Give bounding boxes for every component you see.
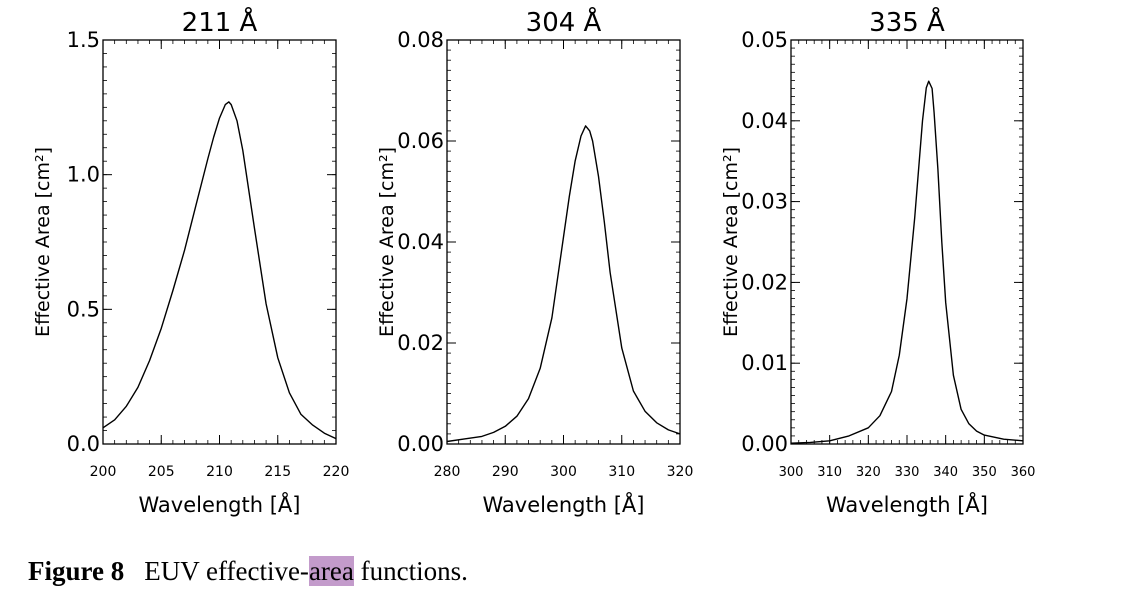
chart-1-x-tick-label: 215 [264,464,291,480]
chart-1-x-tick-label: 210 [206,464,233,480]
caption-highlight: area [308,556,354,586]
chart-2-x-axis-label: Wavelength [Å] [482,491,644,517]
chart-1-x-axis-label: Wavelength [Å] [138,491,300,517]
chart-3-x-tick-label: 320 [856,465,881,480]
chart-3-x-axis-label: Wavelength [Å] [826,491,988,517]
chart-1-series-line-1 [102,101,337,440]
chart-3-x-tick-label: 300 [779,465,804,480]
chart-3-y-tick-label: 0.05 [741,28,788,52]
chart-1-y-tick-label: 1.5 [67,28,100,52]
chart-3-x-tick-label: 310 [817,465,842,480]
chart-1-y-axis-label: Effective Area [cm²] [32,147,54,337]
chart-2-y-tick-label: 0.08 [397,28,444,52]
caption-text-after: functions. [353,556,468,586]
chart-1-x-tick-label: 205 [148,464,175,480]
chart-3-series-line-1 [790,80,1024,444]
chart-1-plot-frame [102,39,337,445]
chart-2-x-tick-label: 300 [550,464,577,480]
chart-2-plot-frame [446,39,681,445]
chart-1-y-tick-label: 1.0 [67,163,100,187]
chart-3-title: 335 Å [869,6,945,38]
chart-2-y-axis-label: Effective Area [cm²] [376,147,398,337]
caption-text-before: EUV effective- [144,556,309,586]
chart-1-y-tick-label: 0.5 [67,297,100,321]
chart-3-y-tick-label: 0.01 [741,351,788,375]
figure-caption: Figure 8 EUV effective-area functions. [28,556,468,587]
chart-1-y-tick-label: 0.0 [67,432,100,456]
figure-charts: 200 205 210 215 220 0.0 0.5 1.0 1.5 211 Å Waveleng… [32,6,1035,517]
chart-2-x-tick-label: 280 [434,464,461,480]
chart-1-title: 211 Å [182,6,258,38]
chart-3-x-tick-label: 350 [972,465,997,480]
chart-2-y-tick-label: 0.00 [397,432,444,456]
chart-3-x-tick-label: 360 [1011,465,1036,480]
chart-2-series-line-1 [446,125,681,443]
chart-2-y-tick-label: 0.04 [397,230,444,254]
chart-3-y-tick-label: 0.02 [741,270,788,294]
chart-1-x-tick-label: 200 [90,464,117,480]
chart-2-x-tick-label: 320 [667,464,694,480]
chart-3-y-tick-label: 0.00 [741,432,788,456]
chart-3-x-tick-label: 340 [933,465,958,480]
chart-2-y-tick-label: 0.06 [397,129,444,153]
chart-2-y-tick-label: 0.02 [397,331,444,355]
chart-3-plot-frame [790,39,1024,445]
chart-2-x-tick-label: 290 [492,464,519,480]
chart-panel-2: 280 290 300 310 320 0.00 0.02 0.04 0.06 0.08 304 Å… [376,6,693,517]
chart-3-x-tick-label: 330 [895,465,920,480]
chart-panel-3: 300 310 320 330 340 350 360 0.00 0.01 0.02 0.03 0.0… [720,6,1035,517]
chart-1-x-tick-label: 220 [323,464,350,480]
chart-2-title: 304 Å [526,6,602,38]
chart-3-y-tick-label: 0.03 [741,190,788,214]
chart-panel-1: 200 205 210 215 220 0.0 0.5 1.0 1.5 211 Å Waveleng… [32,6,349,517]
chart-3-y-axis-label: Effective Area [cm²] [720,147,742,337]
chart-3-y-tick-label: 0.04 [741,109,788,133]
chart-2-x-tick-label: 310 [608,464,635,480]
caption-label: Figure 8 [28,556,125,586]
